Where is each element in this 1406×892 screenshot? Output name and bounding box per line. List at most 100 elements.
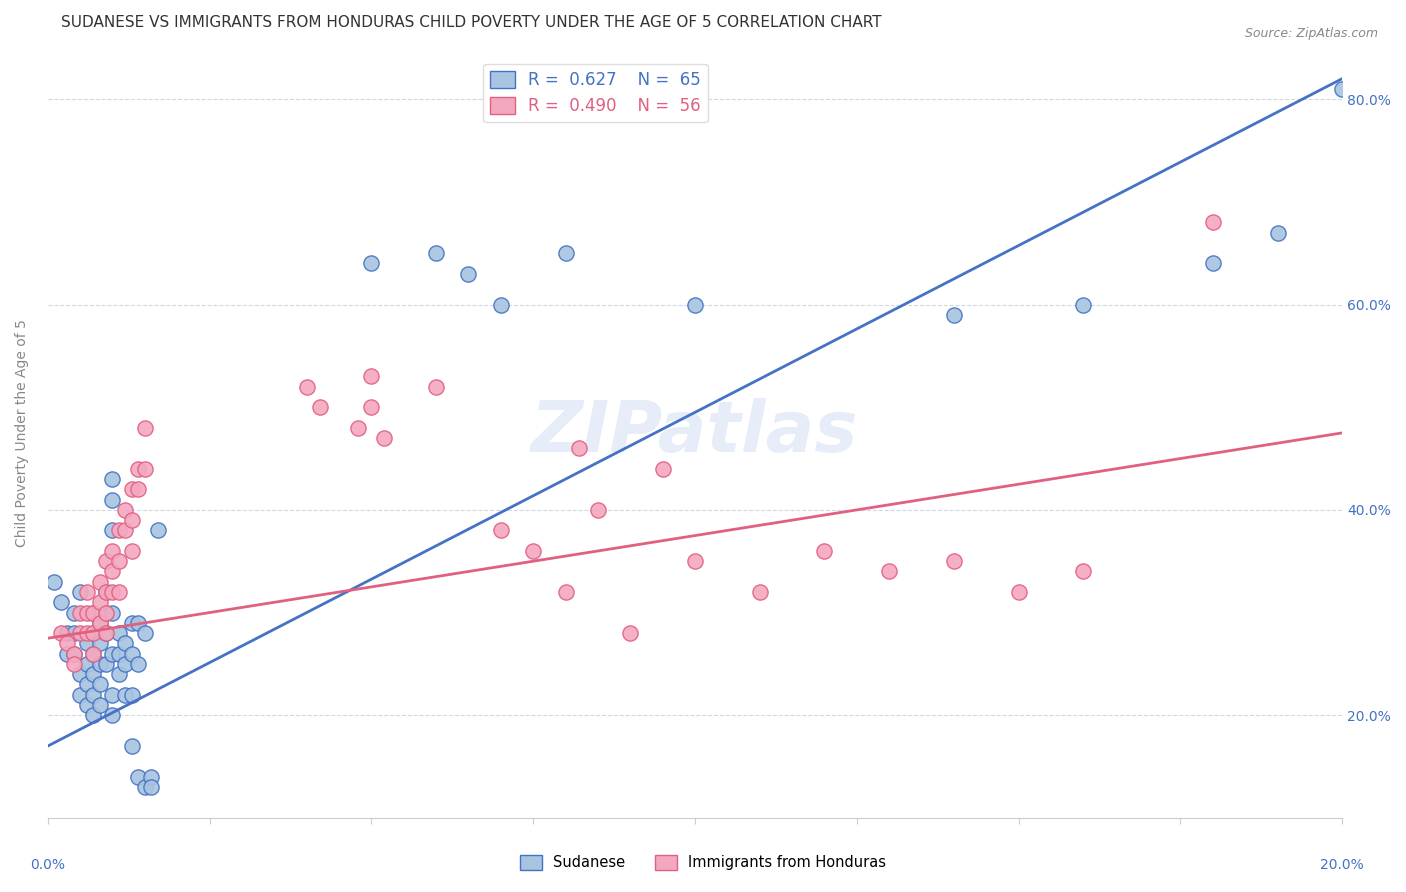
- Point: [134, 462, 156, 476]
- Point: [62, 626, 84, 640]
- Point: [877, 565, 900, 579]
- Point: [141, 780, 163, 794]
- Point: [76, 698, 98, 712]
- Point: [295, 379, 318, 393]
- Point: [101, 585, 124, 599]
- Point: [82, 647, 104, 661]
- Point: [1267, 226, 1289, 240]
- Point: [94, 606, 117, 620]
- Point: [134, 626, 156, 640]
- Point: [49, 626, 72, 640]
- Point: [108, 585, 131, 599]
- Point: [82, 626, 104, 640]
- Point: [127, 657, 149, 671]
- Point: [56, 626, 79, 640]
- Point: [76, 606, 98, 620]
- Point: [69, 688, 91, 702]
- Point: [134, 421, 156, 435]
- Point: [44, 574, 66, 589]
- Point: [1073, 565, 1095, 579]
- Point: [101, 688, 124, 702]
- Point: [82, 647, 104, 661]
- Point: [127, 770, 149, 784]
- Text: 20.0%: 20.0%: [1320, 858, 1364, 872]
- Point: [89, 574, 111, 589]
- Point: [49, 595, 72, 609]
- Point: [121, 544, 143, 558]
- Text: 0.0%: 0.0%: [31, 858, 65, 872]
- Point: [94, 554, 117, 568]
- Point: [134, 780, 156, 794]
- Point: [308, 401, 330, 415]
- Point: [347, 421, 370, 435]
- Point: [683, 554, 706, 568]
- Point: [101, 708, 124, 723]
- Point: [146, 524, 169, 538]
- Point: [127, 483, 149, 497]
- Point: [89, 698, 111, 712]
- Y-axis label: Child Poverty Under the Age of 5: Child Poverty Under the Age of 5: [15, 319, 30, 547]
- Point: [69, 626, 91, 640]
- Point: [76, 626, 98, 640]
- Point: [141, 770, 163, 784]
- Point: [942, 308, 965, 322]
- Point: [748, 585, 770, 599]
- Point: [360, 401, 382, 415]
- Point: [127, 615, 149, 630]
- Point: [108, 667, 131, 681]
- Point: [554, 246, 576, 260]
- Point: [56, 636, 79, 650]
- Point: [360, 369, 382, 384]
- Text: ZIPatlas: ZIPatlas: [531, 399, 859, 467]
- Point: [89, 595, 111, 609]
- Point: [108, 626, 131, 640]
- Point: [121, 615, 143, 630]
- Point: [373, 431, 395, 445]
- Point: [101, 647, 124, 661]
- Point: [94, 585, 117, 599]
- Point: [89, 636, 111, 650]
- Point: [94, 657, 117, 671]
- Point: [94, 585, 117, 599]
- Point: [89, 677, 111, 691]
- Point: [76, 585, 98, 599]
- Point: [108, 524, 131, 538]
- Point: [619, 626, 641, 640]
- Text: Source: ZipAtlas.com: Source: ZipAtlas.com: [1244, 27, 1378, 40]
- Point: [121, 483, 143, 497]
- Point: [1202, 256, 1225, 270]
- Point: [82, 688, 104, 702]
- Point: [89, 615, 111, 630]
- Point: [522, 544, 544, 558]
- Point: [121, 513, 143, 527]
- Point: [62, 606, 84, 620]
- Point: [62, 647, 84, 661]
- Point: [89, 657, 111, 671]
- Point: [62, 657, 84, 671]
- Point: [101, 492, 124, 507]
- Point: [82, 667, 104, 681]
- Legend: Sudanese, Immigrants from Honduras: Sudanese, Immigrants from Honduras: [515, 848, 891, 876]
- Point: [360, 256, 382, 270]
- Point: [489, 524, 512, 538]
- Point: [76, 657, 98, 671]
- Point: [101, 524, 124, 538]
- Point: [69, 606, 91, 620]
- Point: [69, 667, 91, 681]
- Point: [94, 626, 117, 640]
- Point: [94, 626, 117, 640]
- Point: [121, 688, 143, 702]
- Point: [586, 503, 609, 517]
- Point: [82, 606, 104, 620]
- Point: [76, 677, 98, 691]
- Point: [567, 442, 589, 456]
- Point: [114, 688, 136, 702]
- Point: [101, 544, 124, 558]
- Point: [1073, 297, 1095, 311]
- Point: [1007, 585, 1029, 599]
- Point: [108, 647, 131, 661]
- Point: [76, 636, 98, 650]
- Point: [121, 647, 143, 661]
- Point: [69, 585, 91, 599]
- Point: [108, 554, 131, 568]
